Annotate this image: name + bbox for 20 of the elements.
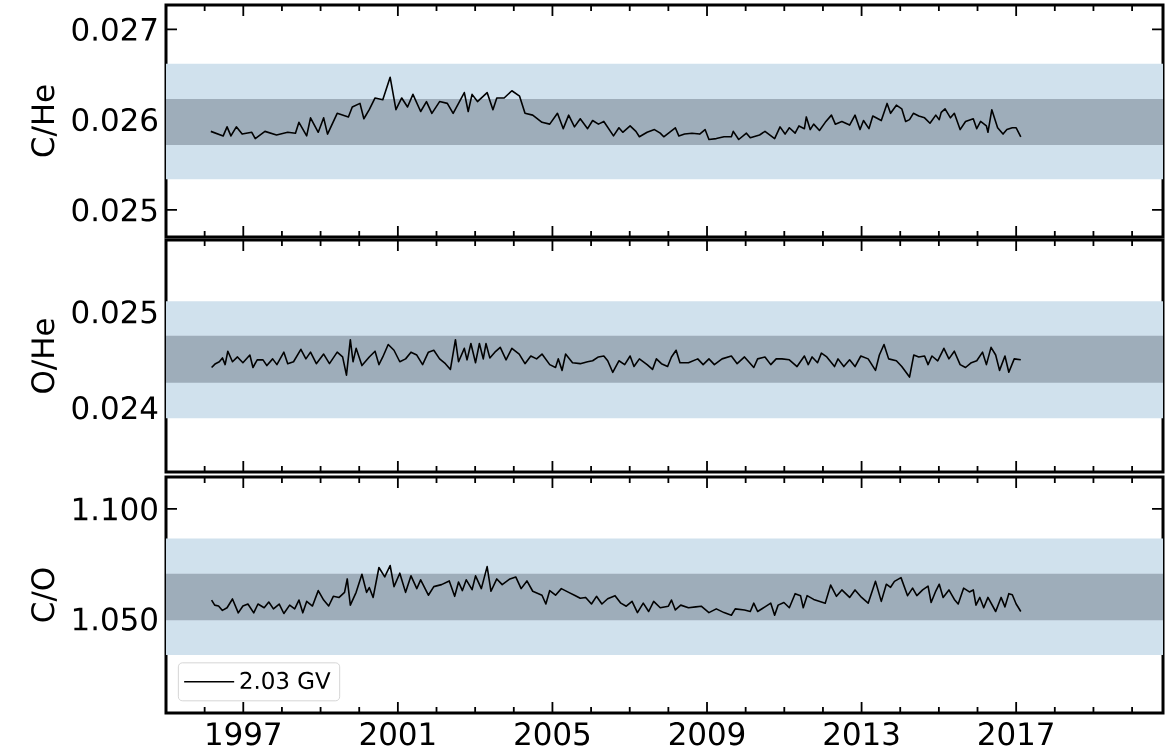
x-tick-label: 2009 [669,722,745,746]
legend-label: 2.03 GV [240,671,331,690]
x-tick-label: 2017 [979,722,1053,746]
y-tick-label: 0.027 [72,17,157,42]
line-series [210,564,1022,617]
line-series [210,338,1022,378]
y-axis-title: C/He [31,85,57,157]
y-tick-label: 0.024 [72,396,158,420]
line-series [210,76,1022,141]
x-tick-label: 1997 [207,722,280,746]
y-tick-label: 0.026 [72,107,157,132]
y-tick-label: 1.100 [73,497,157,521]
y-tick-label: 0.025 [72,198,157,222]
y-axis-title: C/O [31,568,57,622]
y-axis-title: O/He [31,319,57,393]
x-tick-label: 2013 [824,722,899,746]
x-tick-label: 2005 [515,722,589,746]
y-tick-label: 0.025 [72,300,157,324]
y-tick-label: 1.050 [73,607,157,631]
x-tick-label: 2001 [360,722,435,746]
